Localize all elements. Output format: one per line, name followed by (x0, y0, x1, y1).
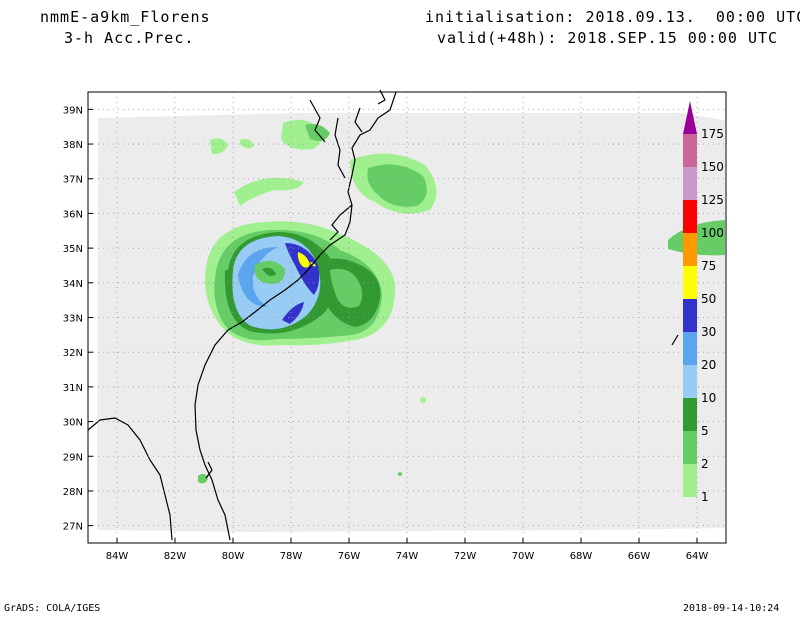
colorbar-label: 100 (701, 226, 724, 240)
lon-tick-label: 70W (512, 551, 535, 562)
atlantic-coastline (194, 91, 397, 541)
latitude-ticks: 27N 28N 29N 30N 31N 32N 33N 34N 35N 36N 37N 38N 39N (63, 105, 93, 533)
colorbar-label: 20 (701, 358, 716, 372)
lon-tick-label: 74W (396, 551, 419, 562)
coastline (87, 89, 679, 541)
precip-area-75mm (297, 252, 310, 268)
pamlico-sound (329, 204, 353, 241)
lon-tick-label: 68W (570, 551, 593, 562)
valid-time: valid(+48h): 2018.SEP.15 00:00 UTC (437, 29, 779, 47)
lat-tick-label: 37N (63, 175, 83, 186)
field-name: 3-h Acc.Prec. (64, 29, 195, 47)
lon-tick-label: 78W (280, 551, 303, 562)
colorbar-segment (683, 332, 697, 365)
precip-area-5mm (367, 164, 427, 207)
lat-tick-label: 38N (63, 140, 83, 151)
lat-lon-grid (88, 92, 726, 543)
colorbar-segment (683, 398, 697, 431)
colorbar-segment (683, 167, 697, 200)
colorbar-label: 125 (701, 193, 724, 207)
lon-tick-label: 64W (686, 551, 709, 562)
lat-tick-label: 34N (63, 279, 83, 290)
precip-area-2mm (210, 138, 228, 155)
colorbar-label: 150 (701, 160, 724, 174)
shoreline-fragment (377, 89, 386, 105)
colorbar-label: 175 (701, 127, 724, 141)
lat-tick-label: 28N (63, 487, 83, 498)
colorbar-label: 5 (701, 424, 709, 438)
render-timestamp: 2018-09-14-10:24 (683, 603, 780, 614)
precip-spot (398, 472, 402, 476)
florida-lake (205, 461, 213, 479)
precip-area-5mm (262, 267, 276, 277)
map-frame (87, 91, 727, 544)
precip-spot (420, 397, 426, 403)
lat-tick-label: 33N (63, 314, 83, 325)
lat-tick-label: 27N (63, 522, 83, 533)
gulf-coastline (87, 417, 173, 541)
colorbar-label: 30 (701, 325, 716, 339)
lat-tick-label: 39N (63, 105, 83, 116)
grads-credit: GrADS: COLA/IGES (4, 603, 101, 614)
shoreline-fragment (671, 334, 679, 346)
colorbar-segment (683, 299, 697, 332)
colorbar-segment (683, 431, 697, 464)
colorbar-segment (683, 233, 697, 266)
precip-area-50mm (282, 302, 304, 324)
colorbar-segment (683, 200, 697, 233)
precip-area-50mm (285, 243, 320, 295)
precip-area-2mm (198, 473, 208, 484)
precip-area-5mm (330, 268, 363, 308)
colorbar-label: 1 (701, 490, 709, 504)
colorbar-cap (683, 101, 697, 134)
longitude-ticks: 84W 82W 80W 78W 76W 74W 72W 70W 68W 66W 64W (106, 538, 709, 562)
precip-area-30mm (238, 247, 278, 307)
lat-tick-label: 29N (63, 452, 83, 463)
chesapeake-bay (334, 117, 346, 179)
lat-tick-label: 30N (63, 418, 83, 429)
model-name: nmmE-a9km_Florens (40, 8, 211, 26)
lat-tick-label: 31N (63, 383, 83, 394)
model-domain (97, 113, 725, 532)
colorbar-label: 10 (701, 391, 716, 405)
lon-tick-label: 80W (222, 551, 245, 562)
lon-tick-label: 76W (338, 551, 361, 562)
precip-area-2mm (240, 138, 254, 149)
lon-tick-label: 82W (164, 551, 187, 562)
precip-area-2mm (234, 177, 304, 206)
colorbar-label: 75 (701, 259, 716, 273)
lon-tick-label: 72W (454, 551, 477, 562)
colorbar-segment (683, 266, 697, 299)
lon-tick-label: 84W (106, 551, 129, 562)
colorbar-segment (683, 134, 697, 167)
inland-waterway (309, 99, 326, 143)
colorbar-segment (683, 464, 697, 497)
lon-tick-label: 66W (628, 551, 651, 562)
colorbar-label: 50 (701, 292, 716, 306)
lat-tick-label: 36N (63, 209, 83, 220)
delaware-bay (354, 107, 363, 133)
colorbar-segment (683, 365, 697, 398)
lat-tick-label: 32N (63, 348, 83, 359)
colorbar-label: 2 (701, 457, 709, 471)
lat-tick-label: 35N (63, 244, 83, 255)
initialisation-time: initialisation: 2018.09.13. 00:00 UTC (425, 8, 800, 26)
